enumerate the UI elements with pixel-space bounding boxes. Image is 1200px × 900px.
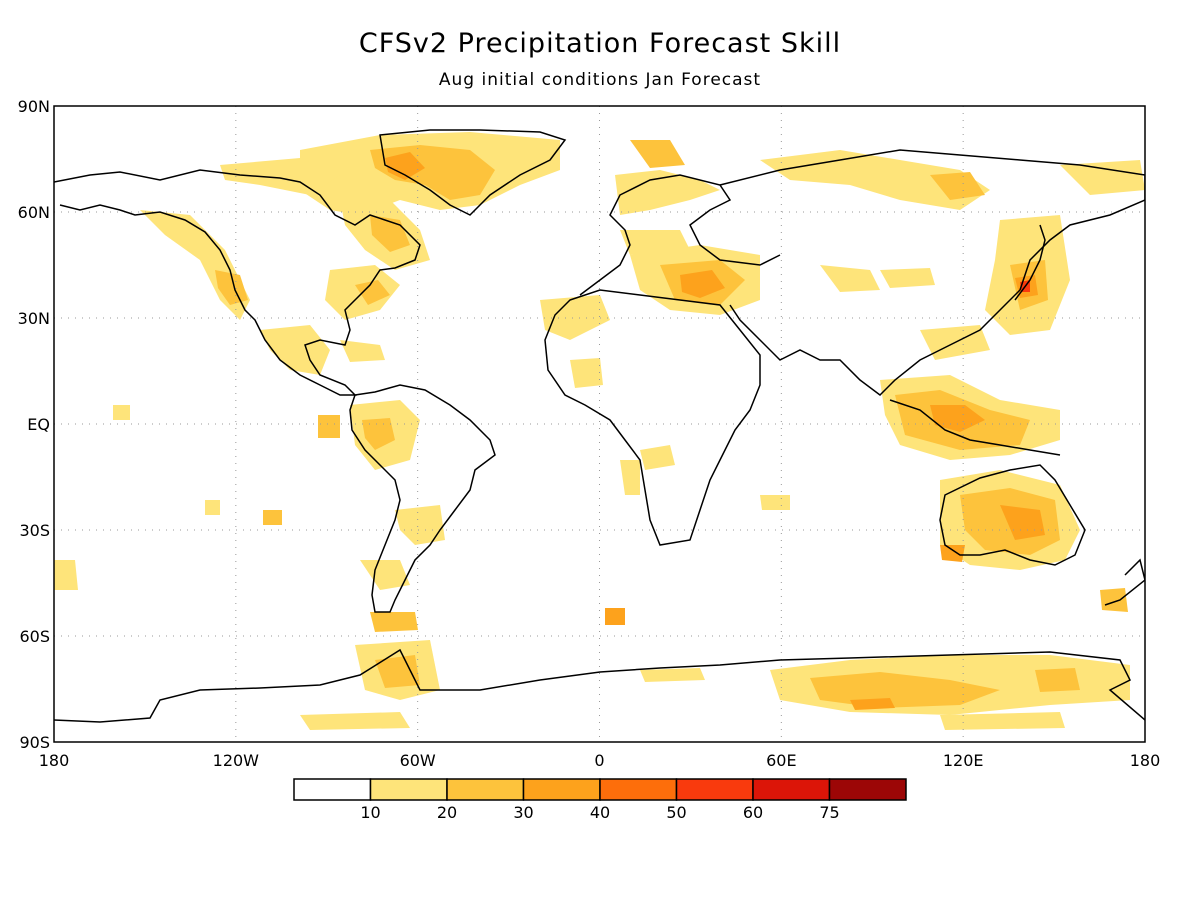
skill-patch (620, 230, 690, 255)
chart-subtitle: Aug initial conditions Jan Forecast (438, 70, 762, 90)
chart-title: CFSv2 Precipitation Forecast Skill (358, 28, 842, 59)
skill-patch (340, 340, 385, 362)
lat-tick-label: 60S (19, 627, 50, 646)
latitude-labels: 90N 60N 30N EQ 30S 60S 90S (18, 97, 50, 752)
coastline-new-zealand (1104, 558, 1145, 606)
skill-patch (300, 712, 410, 730)
coastline-antarctica (54, 648, 1145, 723)
skill-patch (205, 500, 220, 515)
lon-tick-label: 60W (400, 751, 436, 770)
skill-patch (370, 612, 418, 632)
skill-patch (215, 270, 248, 305)
skill-patch (360, 560, 410, 590)
skill-patch (318, 415, 340, 438)
skill-patch (940, 712, 1065, 730)
skill-patch (940, 545, 965, 562)
map-frame (53, 105, 1146, 743)
colorbar-swatch (446, 778, 525, 801)
colorbar-swatch (752, 778, 831, 801)
colorbar (293, 778, 907, 801)
colorbar-swatch (828, 778, 907, 801)
lon-tick-label: 120E (943, 751, 984, 770)
colorbar-swatch (369, 778, 448, 801)
skill-patch (1060, 160, 1145, 195)
lat-tick-label: 90N (18, 97, 50, 116)
skill-patch (680, 270, 725, 298)
skill-patch (850, 698, 895, 710)
lon-tick-label: 0 (594, 751, 604, 770)
skill-patch (810, 672, 1000, 708)
lat-tick-label: 60N (18, 203, 50, 222)
skill-patch (820, 265, 880, 292)
coastline-asia (719, 149, 1145, 396)
skill-patch (375, 655, 420, 688)
skill-patch (1035, 668, 1080, 692)
skill-patch (760, 495, 790, 510)
coastline-north-america (54, 169, 421, 396)
coastline-europe (579, 174, 781, 296)
skill-patch (620, 460, 640, 495)
skill-patch (640, 445, 675, 470)
skill-patch (54, 560, 78, 590)
lat-tick-label: 90S (19, 733, 50, 752)
colorbar-label: 10 (360, 803, 380, 822)
longitude-labels: 180 120W 60W 0 60E 120E 180 (39, 751, 1161, 770)
colorbar-label: 30 (513, 803, 533, 822)
lat-tick-label: 30N (18, 309, 50, 328)
skill-patch (263, 510, 282, 525)
skill-patch (570, 358, 603, 388)
skill-field (54, 132, 1145, 730)
skill-patch (385, 152, 425, 180)
skill-patch (930, 172, 985, 200)
coastline-australia (939, 464, 1086, 566)
skill-patch (362, 418, 395, 450)
coastlines (54, 129, 1145, 723)
skill-patch (395, 505, 445, 545)
colorbar-labels: 10 20 30 40 50 60 75 (360, 803, 839, 822)
colorbar-label: 60 (743, 803, 763, 822)
skill-patch (1000, 505, 1045, 540)
skill-patch (640, 668, 705, 682)
colorbar-label: 50 (666, 803, 686, 822)
skill-patch (540, 295, 610, 340)
coastline-japan (1014, 224, 1046, 301)
skill-patch (355, 280, 390, 305)
colorbar-swatch (599, 778, 678, 801)
skill-patch (605, 608, 625, 625)
lon-tick-label: 60E (766, 751, 796, 770)
skill-patch (113, 405, 130, 420)
lon-tick-label: 180 (39, 751, 70, 770)
lat-tick-label: 30S (19, 521, 50, 540)
skill-patch (630, 140, 685, 168)
coastline-greenland (379, 129, 567, 216)
skill-patch (220, 158, 340, 195)
colorbar-label: 20 (437, 803, 457, 822)
skill-patch (930, 405, 985, 432)
colorbar-swatch (522, 778, 601, 801)
colorbar-swatch (675, 778, 754, 801)
coastline-south-america (349, 384, 496, 613)
lon-tick-label: 120W (213, 751, 260, 770)
colorbar-label: 40 (590, 803, 610, 822)
lat-tick-label: EQ (27, 415, 50, 434)
lon-tick-label: 180 (1130, 751, 1161, 770)
colorbar-label: 75 (819, 803, 839, 822)
skill-patch (615, 170, 720, 215)
gridlines (54, 106, 1145, 742)
skill-patch (880, 268, 935, 288)
colorbar-swatch (293, 778, 372, 801)
coastline-africa (544, 289, 761, 546)
coastline-indonesia (889, 399, 1061, 456)
skill-patch (1100, 588, 1128, 612)
skill-patch (760, 150, 990, 210)
